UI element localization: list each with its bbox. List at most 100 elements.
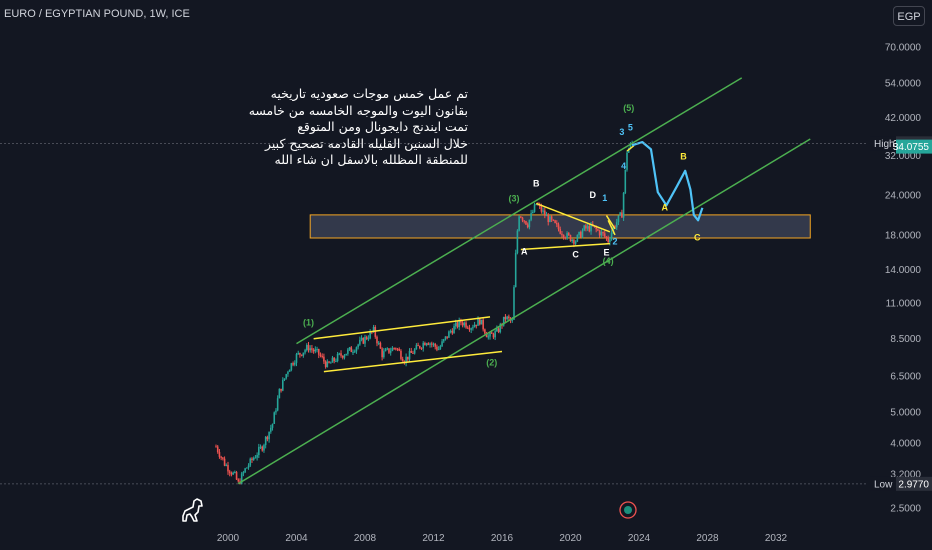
candle-body — [372, 327, 375, 332]
wave-label: 3 — [619, 127, 624, 137]
candle-body — [578, 231, 580, 236]
candle-body — [557, 224, 560, 230]
candle-body — [364, 336, 366, 344]
candle-body — [376, 336, 378, 344]
candle-body — [444, 336, 447, 340]
low-price-tag-bg — [870, 476, 896, 491]
candle-body — [449, 330, 452, 332]
candle-body — [472, 327, 474, 329]
candle-body — [502, 316, 505, 326]
wave-label: A — [521, 247, 528, 257]
candle-body — [446, 336, 448, 338]
candle-body — [230, 472, 233, 475]
candle-body — [343, 355, 346, 358]
candle-body — [432, 343, 435, 345]
x-tick-label: 2008 — [354, 533, 377, 544]
candle-body — [602, 231, 604, 234]
y-tick-label: 18.0000 — [885, 230, 922, 241]
candle-body — [249, 458, 252, 466]
candle-body — [304, 350, 306, 353]
tradingview-logo-icon[interactable] — [180, 497, 204, 523]
low-price-tag: Low — [874, 479, 893, 490]
candle-body — [460, 320, 462, 323]
candle-body — [314, 349, 317, 352]
candle-body — [297, 352, 300, 355]
candle-body — [377, 342, 380, 344]
candle-body — [271, 423, 274, 428]
candle-body — [429, 343, 431, 345]
candle-body — [365, 336, 368, 339]
candle-body — [442, 339, 445, 342]
candle-body — [227, 465, 229, 472]
candle-body — [295, 354, 298, 363]
candle-body — [622, 192, 625, 218]
candle-body — [595, 226, 597, 230]
candle-body — [282, 380, 284, 391]
y-tick-label: 11.0000 — [886, 299, 922, 310]
candle-body — [626, 152, 628, 170]
candle-body — [323, 356, 325, 362]
y-tick-label: 42.0000 — [885, 113, 922, 124]
candle-body — [538, 205, 541, 207]
candle-body — [506, 316, 508, 320]
candle-body — [335, 360, 337, 362]
candle-body — [612, 226, 615, 233]
candle-body — [581, 230, 584, 238]
candle-body — [547, 215, 550, 223]
candle-body — [610, 232, 613, 240]
candle-body — [283, 378, 286, 381]
axis-layer: 70.000054.000042.000032.000024.000018.00… — [0, 43, 932, 544]
candle-body — [494, 331, 496, 338]
high-price-tag: High — [874, 139, 895, 150]
candle-body — [425, 343, 428, 346]
candle-body — [448, 331, 450, 338]
candle-body — [559, 229, 562, 234]
high-price-tag-bg — [870, 136, 896, 151]
candle-body — [316, 348, 318, 350]
candle-body — [607, 237, 609, 243]
candle-body — [463, 322, 466, 326]
candle-body — [333, 357, 335, 362]
diagonal-mark-1 — [605, 215, 616, 230]
candle-body — [569, 235, 572, 242]
candle-body — [222, 457, 224, 459]
candle-body — [347, 349, 349, 354]
candle-body — [415, 345, 418, 350]
candle-body — [393, 347, 395, 349]
candle-body — [441, 341, 443, 347]
event-marker-core — [624, 506, 632, 514]
candle-body — [552, 219, 555, 221]
candle-body — [317, 348, 320, 355]
candle-body — [321, 355, 323, 357]
candle-body — [497, 328, 500, 333]
candle-body — [603, 233, 606, 237]
candle-body — [299, 352, 301, 355]
candle-body — [367, 338, 370, 340]
candle-body — [513, 287, 515, 320]
candle-body — [350, 347, 353, 353]
wave-label: 5 — [628, 122, 633, 132]
currency-button[interactable]: EGP — [893, 6, 925, 26]
candle-body — [242, 472, 245, 474]
x-tick-label: 2028 — [696, 533, 719, 544]
candle-body — [420, 348, 423, 350]
candle-body — [340, 353, 342, 356]
candle-body — [383, 351, 385, 358]
candle-body — [218, 452, 221, 457]
candle-body — [251, 458, 253, 460]
target-zone — [309, 214, 811, 239]
candle-body — [309, 348, 311, 351]
candle-body — [482, 319, 484, 330]
candle-body — [338, 353, 341, 355]
candle-body — [504, 316, 507, 320]
candle-body — [225, 465, 228, 467]
candle-body — [458, 320, 460, 328]
candle-body — [526, 224, 529, 228]
candle-body — [401, 358, 404, 362]
candle-body — [388, 348, 390, 353]
y-tick-label: 32.0000 — [885, 151, 922, 162]
candle-body — [384, 349, 387, 352]
candle-body — [489, 332, 491, 337]
candle-body — [280, 388, 282, 391]
